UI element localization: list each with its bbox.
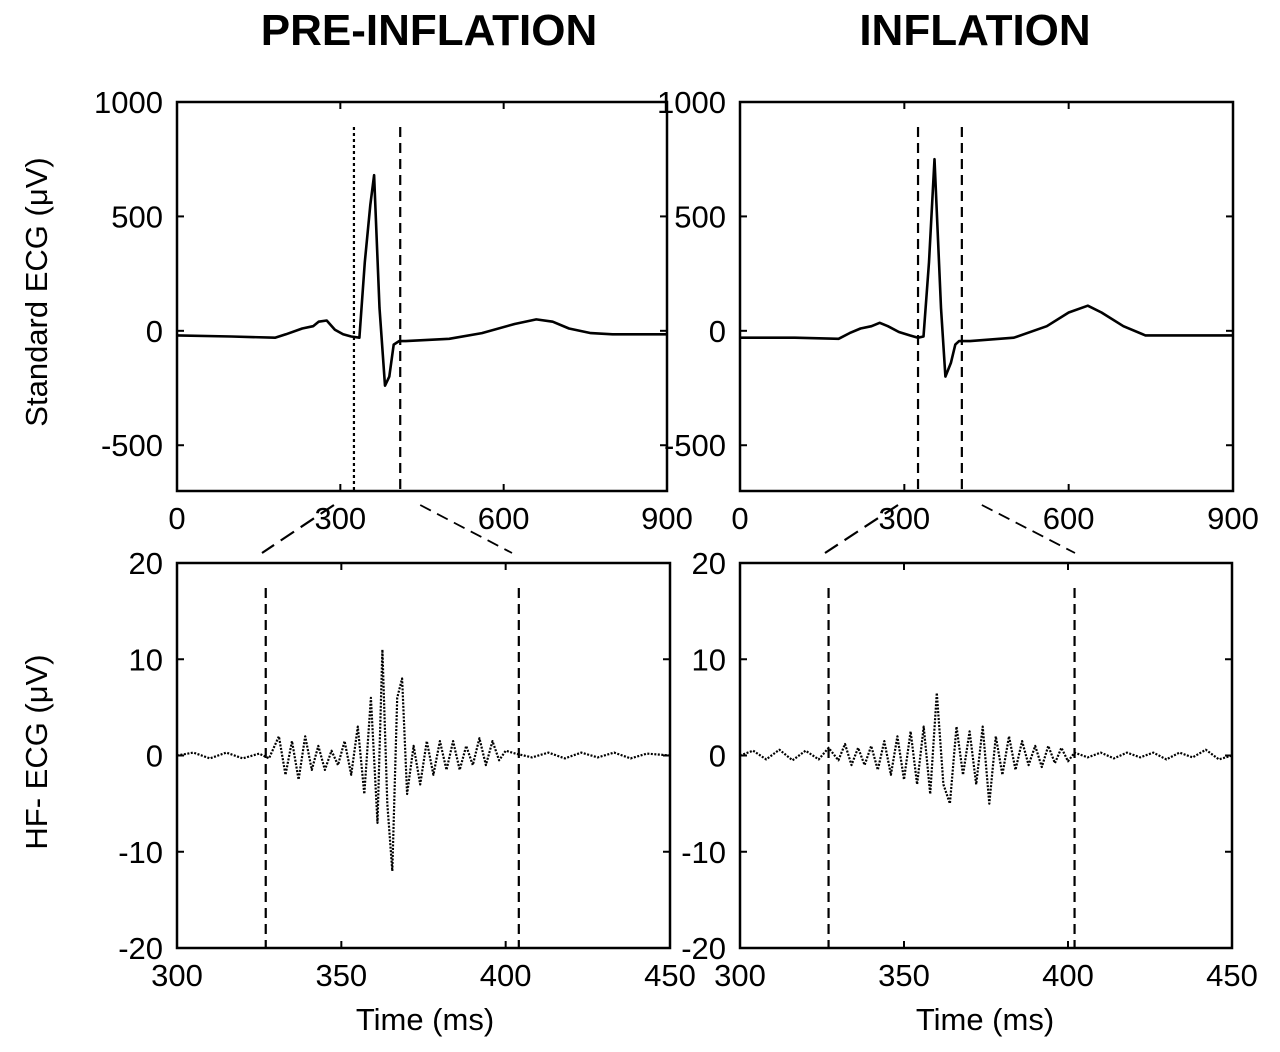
- x-tick-label: 0: [731, 501, 748, 536]
- panel-hf-pre: 300 350 400 450 20 10 0 -10 -20: [118, 546, 696, 993]
- ecg-series-line: [739, 691, 1233, 805]
- panel-hf-inf: 300 350 400 450 20 10 0 -10 -20: [681, 546, 1258, 993]
- ecg-series-line: [176, 648, 671, 873]
- x-tick-label: 400: [1042, 958, 1094, 993]
- x-tick-label: 450: [1206, 958, 1258, 993]
- y-tick-label: 0: [709, 739, 726, 774]
- zoom-connector-line: [261, 504, 335, 554]
- y-tick-label: -500: [664, 428, 726, 463]
- x-tick-label: 300: [878, 501, 930, 536]
- y-tick-label: -20: [118, 931, 163, 966]
- x-tick-label: 900: [1207, 501, 1259, 536]
- zoom-connector-line: [419, 504, 513, 554]
- y-tick-label: 20: [692, 546, 726, 581]
- y-tick-label: 500: [674, 199, 726, 234]
- x-tick-label: 900: [641, 501, 693, 536]
- x-tick-label: 400: [480, 958, 532, 993]
- x-axis-label-time-left: Time (ms): [355, 1002, 495, 1037]
- y-tick-label: -10: [118, 835, 163, 870]
- x-tick-label: 300: [714, 958, 766, 993]
- x-tick-label: 600: [1043, 501, 1095, 536]
- y-tick-label: 20: [129, 546, 163, 581]
- x-tick-label: 450: [644, 958, 696, 993]
- column-title-pre-inflation: PRE-INFLATION: [260, 6, 598, 55]
- plot-frame: [738, 100, 1235, 493]
- x-tick-label: 300: [314, 501, 366, 536]
- x-axis-label-time-right: Time (ms): [915, 1002, 1055, 1037]
- plot-frame: [175, 100, 669, 493]
- y-axis-label-hf-ecg: HF- ECG (μV): [19, 654, 54, 850]
- y-tick-label: 0: [146, 314, 163, 349]
- y-tick-label: 0: [709, 314, 726, 349]
- y-tick-label: 500: [111, 199, 163, 234]
- y-tick-label: 10: [692, 642, 726, 677]
- zoom-connector-line: [981, 504, 1076, 554]
- x-tick-label: 0: [168, 501, 185, 536]
- ecg-series-line: [740, 157, 1233, 378]
- x-tick-label: 600: [478, 501, 530, 536]
- x-tick-label: 350: [315, 958, 367, 993]
- ecg-series-line: [176, 173, 667, 387]
- y-tick-label: 1000: [94, 85, 163, 120]
- y-tick-label: 10: [129, 642, 163, 677]
- panel-std-pre: 0 300 600 900 1000 500 0 -500: [94, 85, 693, 536]
- y-tick-label: -500: [101, 428, 163, 463]
- y-tick-label: -20: [681, 931, 726, 966]
- y-axis-label-standard-ecg: Standard ECG (μV): [19, 157, 54, 427]
- x-tick-label: 300: [151, 958, 203, 993]
- zoom-connector-line: [824, 504, 899, 554]
- column-title-inflation: INFLATION: [859, 6, 1091, 55]
- x-tick-label: 350: [878, 958, 930, 993]
- y-tick-label: -10: [681, 835, 726, 870]
- panel-std-inf: 0 300 600 900 1000 500 0 -500: [657, 85, 1259, 536]
- y-tick-label: 0: [146, 739, 163, 774]
- y-tick-label: 1000: [657, 85, 726, 120]
